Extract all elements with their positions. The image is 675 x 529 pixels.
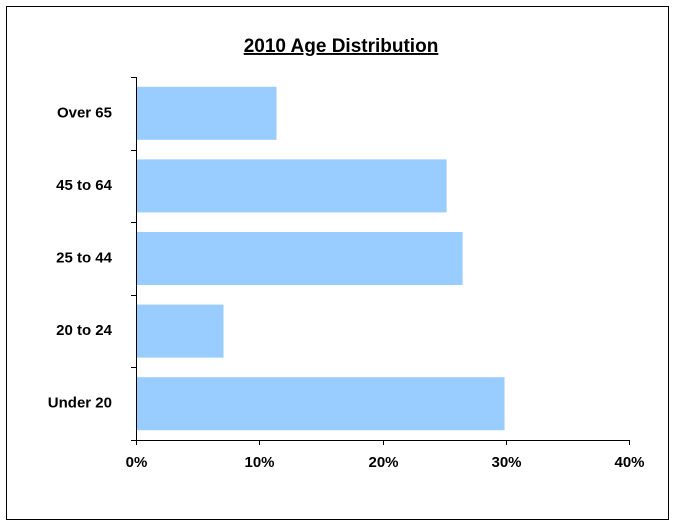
y-tick-label: 20 to 24 xyxy=(56,322,113,339)
bar xyxy=(136,159,447,213)
x-tick-label: 40% xyxy=(614,454,644,471)
bar xyxy=(136,304,224,358)
y-tick-label: Under 20 xyxy=(48,395,112,412)
y-tick-label: 25 to 44 xyxy=(56,249,113,266)
x-tick-label: 20% xyxy=(368,454,398,471)
bar xyxy=(136,377,505,431)
bar xyxy=(136,86,277,140)
chart-title: 2010 Age Distribution xyxy=(244,36,439,57)
bar xyxy=(136,232,463,285)
x-tick-label: 10% xyxy=(244,454,274,471)
x-tick-label: 0% xyxy=(126,454,148,471)
y-tick-label: 45 to 64 xyxy=(56,177,113,194)
y-tick-label: Over 65 xyxy=(57,104,112,121)
x-tick-label: 30% xyxy=(491,454,521,471)
